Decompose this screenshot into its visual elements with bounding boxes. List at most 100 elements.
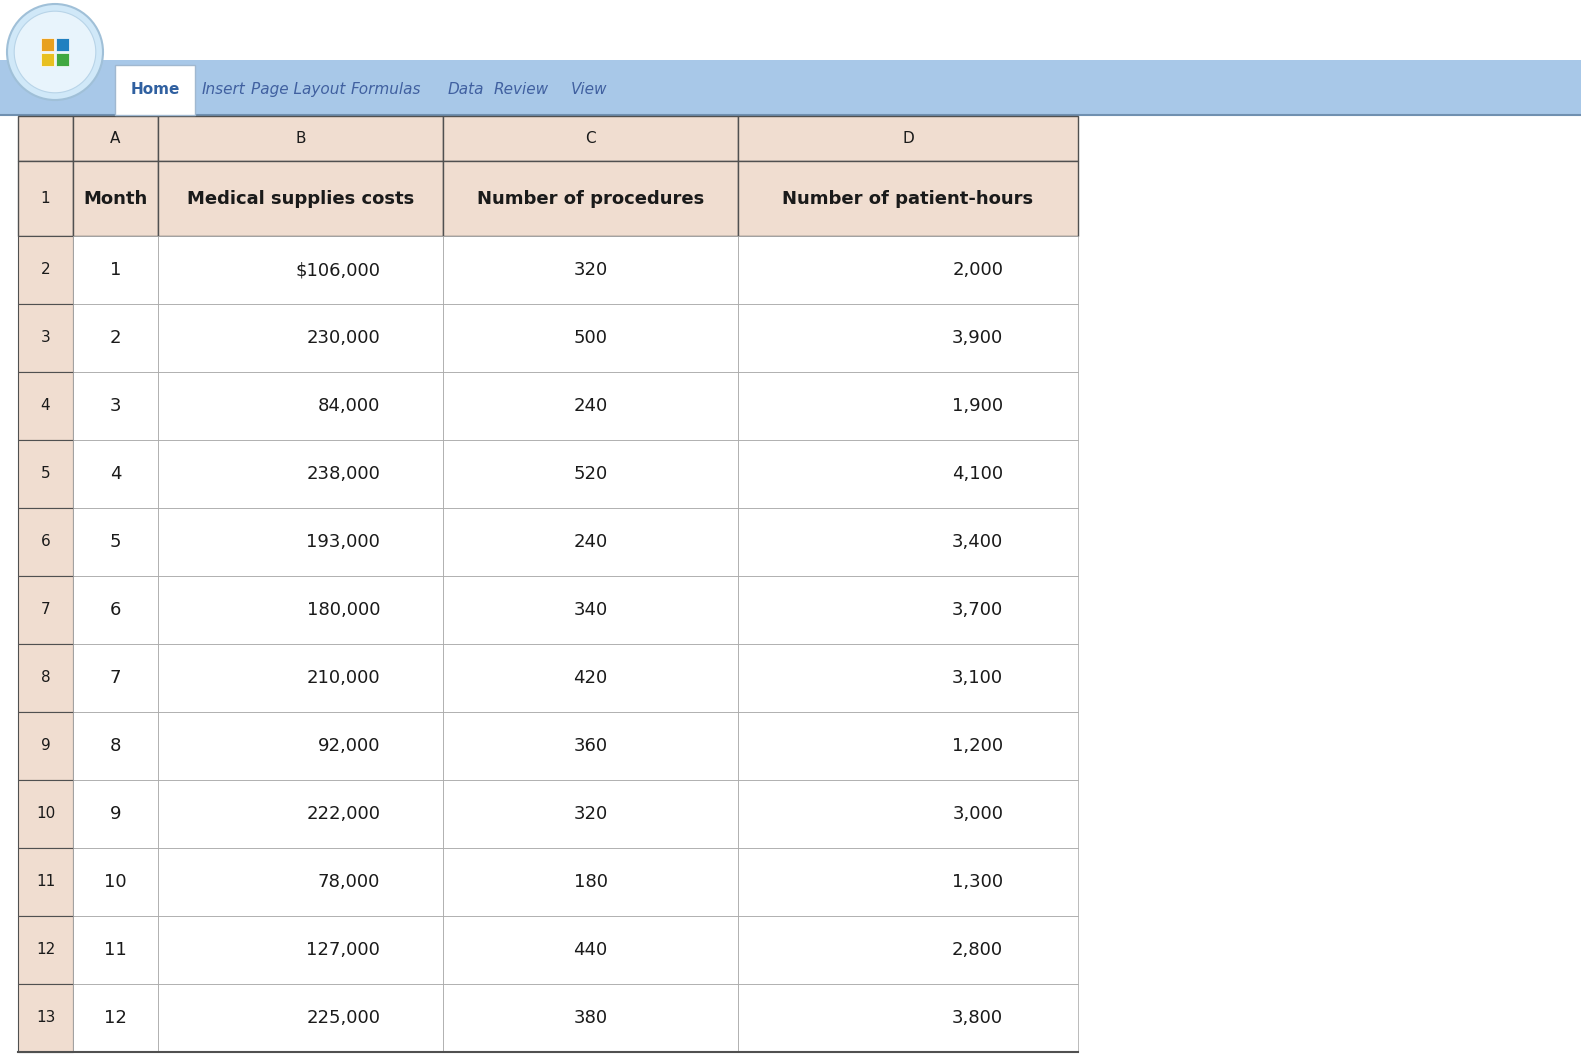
Text: 2: 2 [41,263,51,278]
Bar [443,440,738,508]
Text: 320: 320 [574,805,607,822]
Bar [158,304,443,372]
Text: 520: 520 [574,465,607,483]
Text: B: B [296,131,305,146]
Text: 193,000: 193,000 [307,533,381,551]
Text: 210,000: 210,000 [307,669,381,687]
Text: 9: 9 [109,805,122,822]
Text: D: D [903,131,914,146]
Bar [73,508,158,576]
Bar [738,848,1078,916]
Text: 12: 12 [36,943,55,958]
Bar [73,304,158,372]
Text: Home: Home [130,82,180,97]
Bar [738,116,1078,161]
Bar [73,984,158,1052]
Bar [17,644,73,712]
Text: 380: 380 [574,1009,607,1027]
Bar [73,848,158,916]
Bar [738,576,1078,644]
Text: 7: 7 [41,602,51,617]
Text: Number of patient-hours: Number of patient-hours [783,189,1034,207]
Bar [158,440,443,508]
Bar [158,116,443,161]
Bar [73,440,158,508]
Bar [73,161,158,236]
Bar [73,916,158,984]
Bar [17,576,73,644]
Bar [17,304,73,372]
Bar [443,916,738,984]
Text: 10: 10 [36,807,55,821]
Bar [17,236,73,304]
Bar [17,984,73,1052]
Text: Month: Month [84,189,147,207]
Text: 3,800: 3,800 [952,1009,1004,1027]
Text: 2: 2 [109,329,122,347]
Bar [158,644,443,712]
Text: 320: 320 [574,261,607,279]
Text: 4: 4 [41,399,51,414]
Text: 340: 340 [574,601,607,619]
Text: 92,000: 92,000 [318,737,381,755]
Circle shape [14,12,96,93]
Text: 1,200: 1,200 [952,737,1004,755]
Text: 3: 3 [41,331,51,346]
Bar [73,372,158,440]
Text: 127,000: 127,000 [307,941,381,959]
Text: 6: 6 [41,534,51,549]
Text: 225,000: 225,000 [307,1009,381,1027]
Text: 500: 500 [574,329,607,347]
Bar [738,780,1078,848]
Bar [73,780,158,848]
Bar [738,236,1078,304]
Text: 7: 7 [109,669,122,687]
Text: 238,000: 238,000 [307,465,381,483]
Text: 11: 11 [104,941,126,959]
Text: 5: 5 [109,533,122,551]
Text: 11: 11 [36,875,55,890]
Bar [738,304,1078,372]
Text: 240: 240 [574,533,607,551]
Bar [443,780,738,848]
Bar [443,848,738,916]
Text: Page Layout: Page Layout [251,82,345,97]
Bar [158,236,443,304]
Bar [17,848,73,916]
Bar [738,916,1078,984]
Bar [443,712,738,780]
Bar [158,161,443,236]
Bar [17,508,73,576]
Text: 10: 10 [104,872,126,891]
Bar [73,576,158,644]
Text: 222,000: 222,000 [307,805,381,822]
Bar [738,508,1078,576]
Text: Data: Data [447,82,484,97]
Text: 5: 5 [41,466,51,482]
Text: 13: 13 [36,1011,55,1026]
Text: 1,900: 1,900 [952,397,1004,415]
Text: $106,000: $106,000 [296,261,381,279]
Text: 240: 240 [574,397,607,415]
Bar [73,116,158,161]
Text: Formulas: Formulas [351,82,421,97]
Circle shape [6,4,103,100]
Bar [55,38,70,51]
Bar [443,372,738,440]
Text: 6: 6 [109,601,122,619]
Bar [738,372,1078,440]
Bar [443,304,738,372]
Bar [17,161,73,236]
Text: 180: 180 [574,872,607,891]
Text: 78,000: 78,000 [318,872,381,891]
Bar [738,712,1078,780]
Bar [443,161,738,236]
Text: Insert: Insert [201,82,245,97]
Bar [0,60,1581,115]
Text: 3,900: 3,900 [952,329,1004,347]
Bar [158,372,443,440]
Text: Medical supplies costs: Medical supplies costs [187,189,414,207]
Bar [73,712,158,780]
Bar [0,0,1581,110]
Text: A: A [111,131,120,146]
